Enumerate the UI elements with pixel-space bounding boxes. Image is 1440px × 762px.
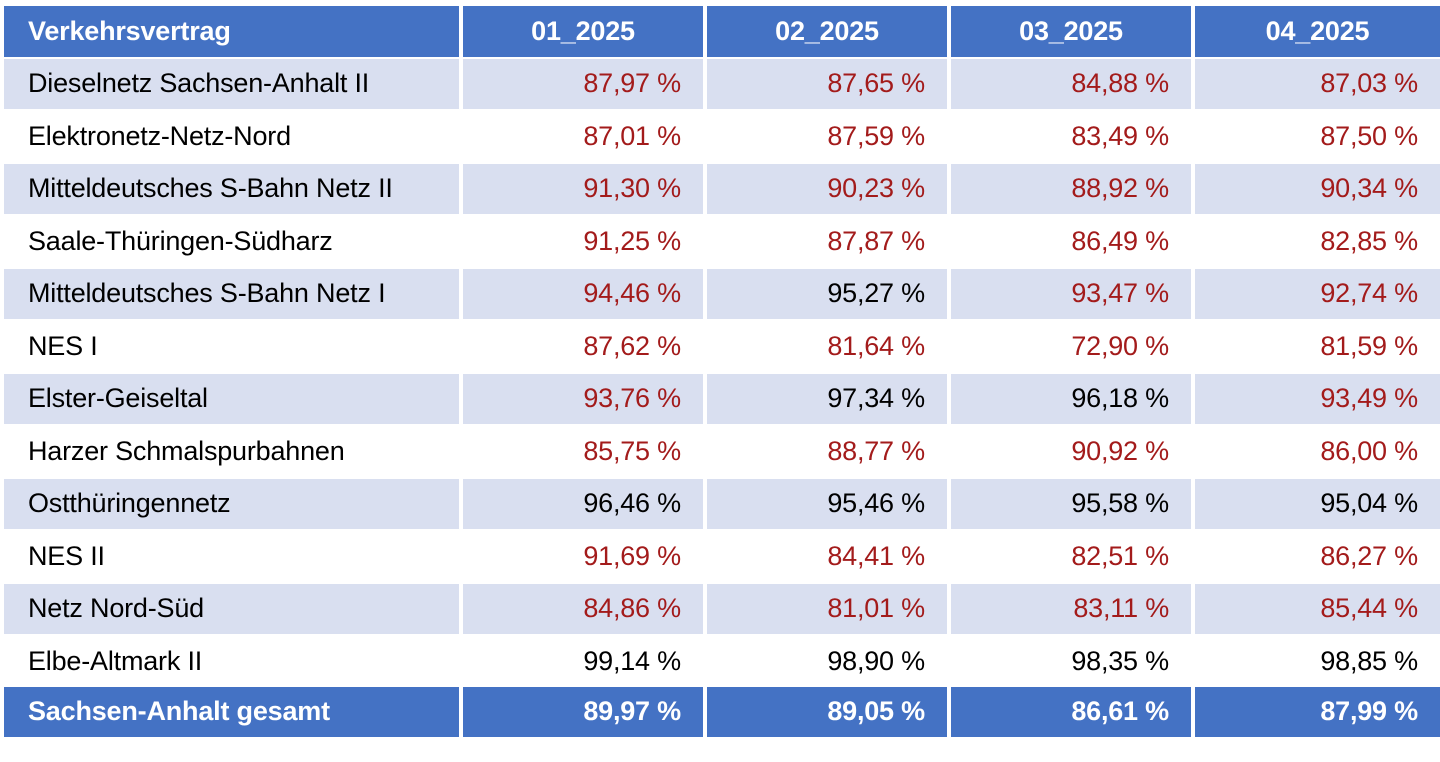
- row-value: 86,00 %: [1195, 426, 1440, 477]
- row-value: 98,85 %: [1195, 636, 1440, 687]
- row-value: 83,49 %: [951, 111, 1191, 162]
- row-value: 95,04 %: [1195, 478, 1440, 529]
- table-row: Netz Nord-Süd 84,86 % 81,01 % 83,11 % 85,44 …: [4, 583, 1440, 634]
- total-row: Sachsen-Anhalt gesamt 89,97 % 89,05 % 86…: [4, 686, 1440, 737]
- row-name: NES I: [4, 321, 459, 372]
- row-value: 88,92 %: [951, 163, 1191, 214]
- header-month-02: 02_2025: [707, 6, 947, 57]
- row-value: 84,88 %: [951, 58, 1191, 109]
- table-row: Elbe-Altmark II 99,14 % 98,90 % 98,35 % 98,8…: [4, 636, 1440, 687]
- row-value: 86,49 %: [951, 216, 1191, 267]
- table-row: NES I 87,62 % 81,64 % 72,90 % 81,59 %: [4, 321, 1440, 372]
- row-value: 93,49 %: [1195, 373, 1440, 424]
- total-value: 86,61 %: [951, 686, 1191, 737]
- row-name: Elektronetz-Netz-Nord: [4, 111, 459, 162]
- row-value: 90,34 %: [1195, 163, 1440, 214]
- table-row: Elster-Geiseltal 93,76 % 97,34 % 96,18 % 93,…: [4, 373, 1440, 424]
- row-value: 87,65 %: [707, 58, 947, 109]
- total-value: 87,99 %: [1195, 686, 1440, 737]
- row-value: 95,27 %: [707, 268, 947, 319]
- total-value: 89,05 %: [707, 686, 947, 737]
- table-row: Mitteldeutsches S-Bahn Netz II 91,30 % 90,…: [4, 163, 1440, 214]
- row-value: 96,18 %: [951, 373, 1191, 424]
- row-name: Saale-Thüringen-Südharz: [4, 216, 459, 267]
- row-name: Netz Nord-Süd: [4, 583, 459, 634]
- header-verkehrsvertrag: Verkehrsvertrag: [4, 6, 459, 57]
- total-value: 89,97 %: [463, 686, 703, 737]
- row-value: 98,35 %: [951, 636, 1191, 687]
- row-value: 88,77 %: [707, 426, 947, 477]
- row-value: 72,90 %: [951, 321, 1191, 372]
- row-value: 90,92 %: [951, 426, 1191, 477]
- row-value: 87,50 %: [1195, 111, 1440, 162]
- table-row: Ostthüringennetz 96,46 % 95,46 % 95,58 % 95,…: [4, 478, 1440, 529]
- row-value: 86,27 %: [1195, 531, 1440, 582]
- row-value: 87,59 %: [707, 111, 947, 162]
- row-value: 81,64 %: [707, 321, 947, 372]
- row-name: Dieselnetz Sachsen-Anhalt II: [4, 58, 459, 109]
- header-month-03: 03_2025: [951, 6, 1191, 57]
- row-value: 99,14 %: [463, 636, 703, 687]
- table-row: NES II 91,69 % 84,41 % 82,51 % 86,27 %: [4, 531, 1440, 582]
- row-value: 85,44 %: [1195, 583, 1440, 634]
- row-value: 91,25 %: [463, 216, 703, 267]
- row-value: 98,90 %: [707, 636, 947, 687]
- row-value: 93,47 %: [951, 268, 1191, 319]
- row-value: 87,01 %: [463, 111, 703, 162]
- row-value: 84,86 %: [463, 583, 703, 634]
- row-value: 82,85 %: [1195, 216, 1440, 267]
- row-value: 87,62 %: [463, 321, 703, 372]
- row-name: Elbe-Altmark II: [4, 636, 459, 687]
- row-value: 91,69 %: [463, 531, 703, 582]
- row-name: Mitteldeutsches S-Bahn Netz II: [4, 163, 459, 214]
- row-value: 95,58 %: [951, 478, 1191, 529]
- table-row: Elektronetz-Netz-Nord 87,01 % 87,59 % 83,49…: [4, 111, 1440, 162]
- row-value: 93,76 %: [463, 373, 703, 424]
- row-value: 87,97 %: [463, 58, 703, 109]
- table-row: Dieselnetz Sachsen-Anhalt II 87,97 % 87,65…: [4, 58, 1440, 109]
- row-value: 92,74 %: [1195, 268, 1440, 319]
- row-value: 85,75 %: [463, 426, 703, 477]
- header-month-04: 04_2025: [1195, 6, 1440, 57]
- row-value: 81,59 %: [1195, 321, 1440, 372]
- row-value: 97,34 %: [707, 373, 947, 424]
- punctuality-table: Verkehrsvertrag 01_2025 02_2025 03_2025 …: [4, 6, 1440, 737]
- table-row: Saale-Thüringen-Südharz 91,25 % 87,87 % 86,…: [4, 216, 1440, 267]
- row-value: 84,41 %: [707, 531, 947, 582]
- table-row: Mitteldeutsches S-Bahn Netz I 94,46 % 95,2…: [4, 268, 1440, 319]
- row-value: 87,87 %: [707, 216, 947, 267]
- row-value: 87,03 %: [1195, 58, 1440, 109]
- table-body: Dieselnetz Sachsen-Anhalt II 87,97 % 87,65…: [4, 58, 1440, 687]
- row-value: 90,23 %: [707, 163, 947, 214]
- row-value: 82,51 %: [951, 531, 1191, 582]
- row-value: 81,01 %: [707, 583, 947, 634]
- row-name: Elster-Geiseltal: [4, 373, 459, 424]
- row-name: Harzer Schmalspurbahnen: [4, 426, 459, 477]
- header-month-01: 01_2025: [463, 6, 703, 57]
- row-value: 95,46 %: [707, 478, 947, 529]
- row-name: Mitteldeutsches S-Bahn Netz I: [4, 268, 459, 319]
- header-row: Verkehrsvertrag 01_2025 02_2025 03_2025 …: [4, 6, 1440, 57]
- table-row: Harzer Schmalspurbahnen 85,75 % 88,77 % 90,…: [4, 426, 1440, 477]
- row-value: 91,30 %: [463, 163, 703, 214]
- total-name: Sachsen-Anhalt gesamt: [4, 686, 459, 737]
- row-name: Ostthüringennetz: [4, 478, 459, 529]
- row-value: 94,46 %: [463, 268, 703, 319]
- row-value: 83,11 %: [951, 583, 1191, 634]
- row-value: 96,46 %: [463, 478, 703, 529]
- row-name: NES II: [4, 531, 459, 582]
